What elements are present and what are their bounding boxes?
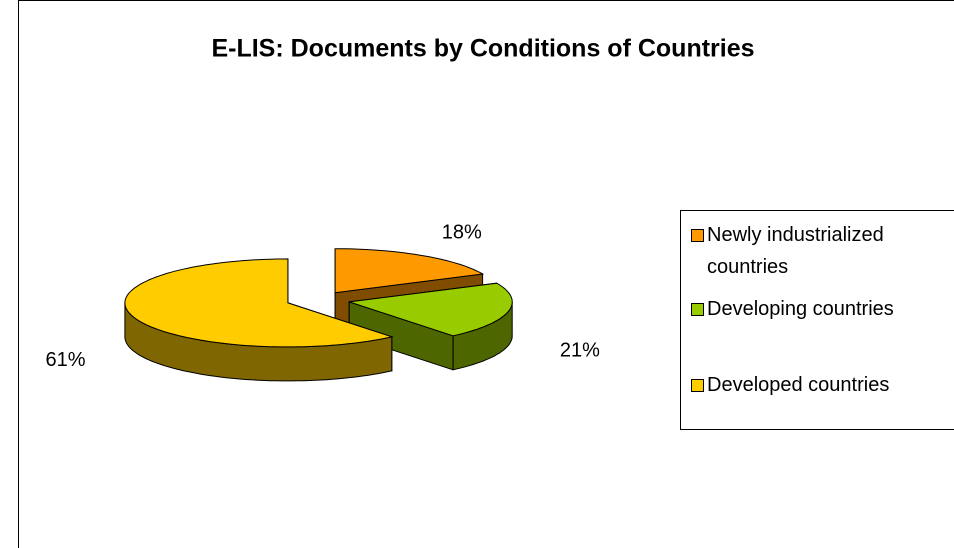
data-label: 18% bbox=[442, 222, 482, 244]
legend-label: Developing countries bbox=[707, 298, 894, 320]
legend-item: Developed countries bbox=[691, 369, 954, 401]
legend-swatch bbox=[691, 229, 704, 242]
legend-item: Newly industrialized countries bbox=[691, 219, 954, 283]
chart-title: E-LIS: Documents by Conditions of Countr… bbox=[211, 35, 754, 63]
data-label: 21% bbox=[560, 340, 600, 362]
legend-swatch bbox=[691, 379, 704, 392]
legend-label: Newly industrialized countries bbox=[707, 224, 884, 278]
slice bbox=[334, 248, 485, 294]
legend-item: Developing countries bbox=[691, 293, 954, 325]
legend-swatch bbox=[691, 303, 704, 316]
data-label: 61% bbox=[45, 349, 85, 371]
slice bbox=[349, 282, 513, 337]
legend: Newly industrialized countries Developing… bbox=[680, 210, 954, 430]
legend-label: Developed countries bbox=[707, 374, 890, 396]
slice bbox=[124, 258, 394, 348]
